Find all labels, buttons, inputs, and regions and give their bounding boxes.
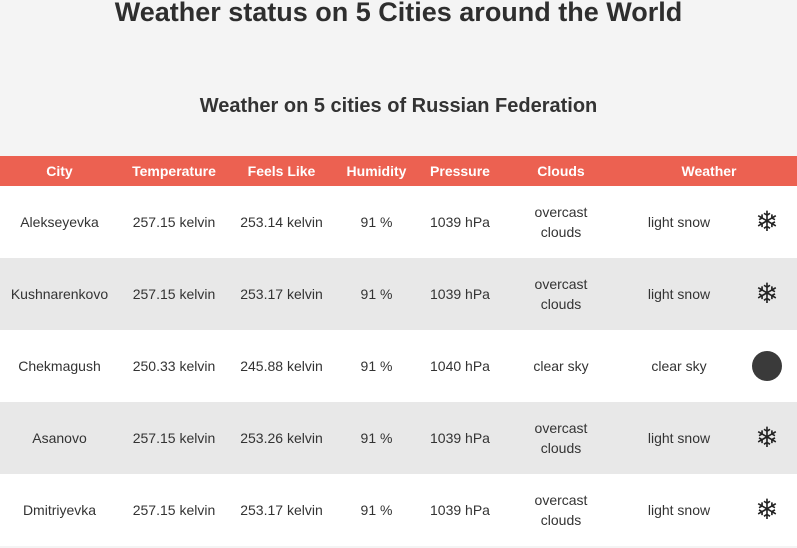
temperature-cell: 257.15 kelvin	[132, 214, 216, 230]
moon-icon	[752, 351, 782, 381]
weather-cell: light snow	[647, 286, 711, 302]
header-clouds: Clouds	[537, 163, 585, 179]
header-temperature: Temperature	[132, 163, 216, 179]
feels-like-cell: 245.88 kelvin	[240, 358, 323, 374]
weather-table: City Temperature Feels Like Humidity Pre…	[0, 156, 797, 546]
pressure-cell: 1039 hPa	[430, 286, 490, 302]
humidity-cell: 91 %	[360, 286, 393, 302]
table-row: Asanovo 257.15 kelvin 253.26 kelvin 91 %…	[0, 402, 797, 474]
clouds-cell: clear sky	[533, 358, 589, 374]
table-row: Chekmagush 250.33 kelvin 245.88 kelvin 9…	[0, 330, 797, 402]
page-title: Weather status on 5 Cities around the Wo…	[114, 0, 683, 27]
table-row: Kushnarenkovo 257.15 kelvin 253.17 kelvi…	[0, 258, 797, 330]
feels-like-cell: 253.17 kelvin	[240, 286, 323, 302]
clouds-cell: overcast clouds	[534, 204, 588, 240]
temperature-cell: 257.15 kelvin	[132, 286, 216, 302]
weather-cell: clear sky	[651, 358, 707, 374]
header-humidity: Humidity	[346, 163, 407, 179]
temperature-cell: 250.33 kelvin	[132, 358, 216, 374]
city-cell: Alekseyevka	[20, 214, 99, 230]
weather-cell: light snow	[647, 502, 711, 518]
table-header-row: City Temperature Feels Like Humidity Pre…	[0, 156, 797, 186]
humidity-cell: 91 %	[360, 502, 393, 518]
table-row: Alekseyevka 257.15 kelvin 253.14 kelvin …	[0, 186, 797, 258]
header-feels-like: Feels Like	[247, 163, 316, 179]
table-row: Dmitriyevka 257.15 kelvin 253.17 kelvin …	[0, 474, 797, 546]
snowflake-icon: ❄	[755, 205, 779, 238]
feels-like-cell: 253.17 kelvin	[240, 502, 323, 518]
clouds-cell: overcast clouds	[534, 276, 588, 312]
weather-cell: light snow	[647, 430, 711, 446]
humidity-cell: 91 %	[360, 430, 393, 446]
pressure-cell: 1039 hPa	[430, 214, 490, 230]
city-cell: Chekmagush	[18, 358, 101, 374]
pressure-cell: 1039 hPa	[430, 430, 490, 446]
humidity-cell: 91 %	[360, 358, 393, 374]
city-cell: Dmitriyevka	[22, 502, 97, 518]
clouds-cell: overcast clouds	[534, 492, 588, 528]
page-subtitle: Weather on 5 cities of Russian Federatio…	[199, 95, 598, 117]
city-cell: Asanovo	[32, 430, 87, 446]
snowflake-icon: ❄	[755, 421, 779, 454]
pressure-cell: 1040 hPa	[430, 358, 490, 374]
header-city: City	[46, 163, 73, 179]
temperature-cell: 257.15 kelvin	[132, 502, 216, 518]
humidity-cell: 91 %	[360, 214, 393, 230]
city-cell: Kushnarenkovo	[10, 286, 109, 302]
snowflake-icon: ❄	[755, 277, 779, 310]
header-weather: Weather	[681, 163, 737, 179]
feels-like-cell: 253.14 kelvin	[240, 214, 323, 230]
temperature-cell: 257.15 kelvin	[132, 430, 216, 446]
weather-cell: light snow	[647, 214, 711, 230]
header-pressure: Pressure	[430, 163, 490, 179]
snowflake-icon: ❄	[755, 493, 779, 526]
pressure-cell: 1039 hPa	[430, 502, 490, 518]
feels-like-cell: 253.26 kelvin	[240, 430, 323, 446]
clouds-cell: overcast clouds	[534, 420, 588, 456]
